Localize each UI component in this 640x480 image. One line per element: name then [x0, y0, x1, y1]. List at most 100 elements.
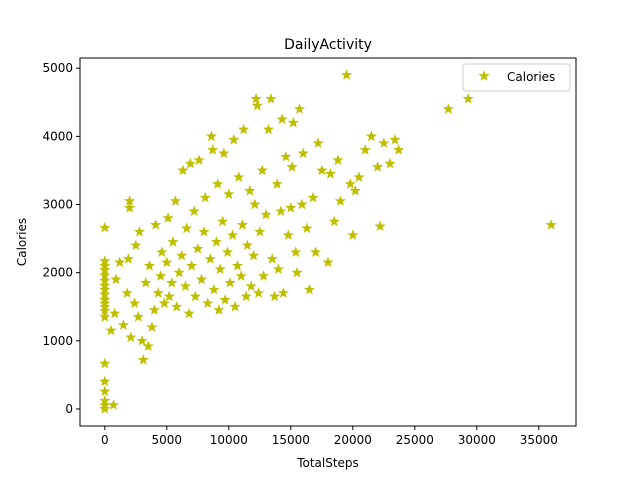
x-tick-label: 0	[101, 433, 109, 447]
data-point	[275, 205, 287, 217]
data-point	[238, 123, 250, 135]
data-point	[260, 208, 272, 220]
data-point	[99, 385, 111, 397]
data-point	[107, 399, 120, 410]
data-point	[282, 229, 294, 240]
data-point	[158, 297, 170, 309]
data-point	[341, 69, 353, 80]
data-point	[142, 340, 154, 352]
data-point	[235, 270, 247, 281]
y-tick-label: 4000	[42, 129, 73, 143]
data-point	[99, 269, 111, 281]
data-point	[186, 259, 198, 271]
data-point	[205, 130, 218, 142]
x-tick-label: 35000	[520, 433, 558, 447]
data-point	[233, 171, 245, 182]
data-point	[128, 297, 141, 309]
data-point	[245, 280, 257, 292]
x-tick-label: 20000	[334, 433, 372, 447]
data-point	[224, 277, 236, 288]
data-point	[277, 287, 289, 298]
y-tick-label: 0	[65, 402, 73, 416]
data-point	[212, 178, 224, 189]
data-point	[324, 167, 337, 179]
data-point	[365, 130, 377, 142]
plot-frame	[79, 57, 577, 427]
data-point	[462, 93, 474, 104]
data-point	[143, 259, 156, 271]
data-point	[374, 220, 386, 232]
data-point	[301, 222, 313, 234]
data-point	[99, 357, 111, 369]
legend-label: Calories	[507, 70, 555, 84]
data-point	[204, 253, 216, 264]
data-point	[189, 290, 201, 302]
data-point	[173, 266, 185, 278]
data-point	[199, 191, 211, 203]
data-point	[312, 137, 324, 148]
data-point	[133, 225, 146, 237]
data-point	[155, 270, 167, 281]
x-axis-label: TotalSteps	[296, 456, 359, 470]
data-point	[99, 399, 111, 411]
data-point	[136, 334, 148, 346]
data-point	[207, 144, 219, 155]
data-point	[99, 283, 111, 295]
data-point	[99, 279, 111, 291]
data-point	[228, 133, 240, 145]
data-point	[169, 195, 182, 206]
data-point	[347, 229, 359, 240]
data-point	[188, 205, 200, 217]
data-point	[251, 99, 263, 111]
data-point	[177, 164, 189, 176]
data-point	[359, 144, 371, 155]
data-point	[310, 246, 322, 257]
data-point	[250, 93, 262, 104]
data-point	[248, 249, 260, 261]
data-point	[328, 215, 340, 227]
data-point	[137, 354, 149, 365]
data-point	[125, 331, 137, 343]
data-point	[307, 191, 319, 203]
data-point	[156, 246, 168, 257]
data-point	[99, 255, 111, 266]
y-tick-label: 3000	[42, 198, 73, 212]
legend-star-icon	[478, 70, 490, 81]
data-point	[117, 319, 129, 330]
data-point	[124, 202, 136, 213]
data-point	[266, 253, 278, 264]
data-point	[378, 137, 390, 148]
data-point	[372, 161, 384, 172]
legend-marker	[478, 70, 490, 81]
data-point	[179, 280, 191, 292]
legend-box	[462, 63, 571, 92]
data-point	[545, 219, 557, 230]
y-axis-label: Calories	[15, 218, 29, 266]
data-point	[316, 164, 328, 176]
data-point	[184, 157, 196, 169]
data-point	[349, 185, 361, 196]
data-point	[176, 249, 188, 261]
data-point	[198, 225, 210, 237]
data-point	[99, 288, 111, 300]
data-point	[287, 116, 299, 128]
data-point	[105, 324, 117, 336]
data-point	[286, 161, 298, 172]
data-point	[163, 290, 175, 302]
x-tick-label: 5000	[152, 433, 183, 447]
data-point	[249, 198, 261, 210]
data-point	[213, 304, 225, 315]
data-point	[280, 150, 292, 162]
data-point	[332, 154, 344, 165]
data-point	[442, 103, 454, 114]
x-axis-ticks: 0 5000 10000 15000 20000 25000 30000 35000	[101, 426, 558, 447]
data-point	[161, 256, 173, 268]
chart-title: DailyActivity	[284, 37, 372, 53]
data-point	[121, 287, 133, 298]
data-point	[148, 304, 160, 315]
data-point	[150, 219, 162, 230]
data-point	[192, 242, 204, 254]
data-point	[265, 93, 277, 104]
y-axis-ticks: 0 1000 2000 3000 4000 5000	[42, 61, 80, 416]
